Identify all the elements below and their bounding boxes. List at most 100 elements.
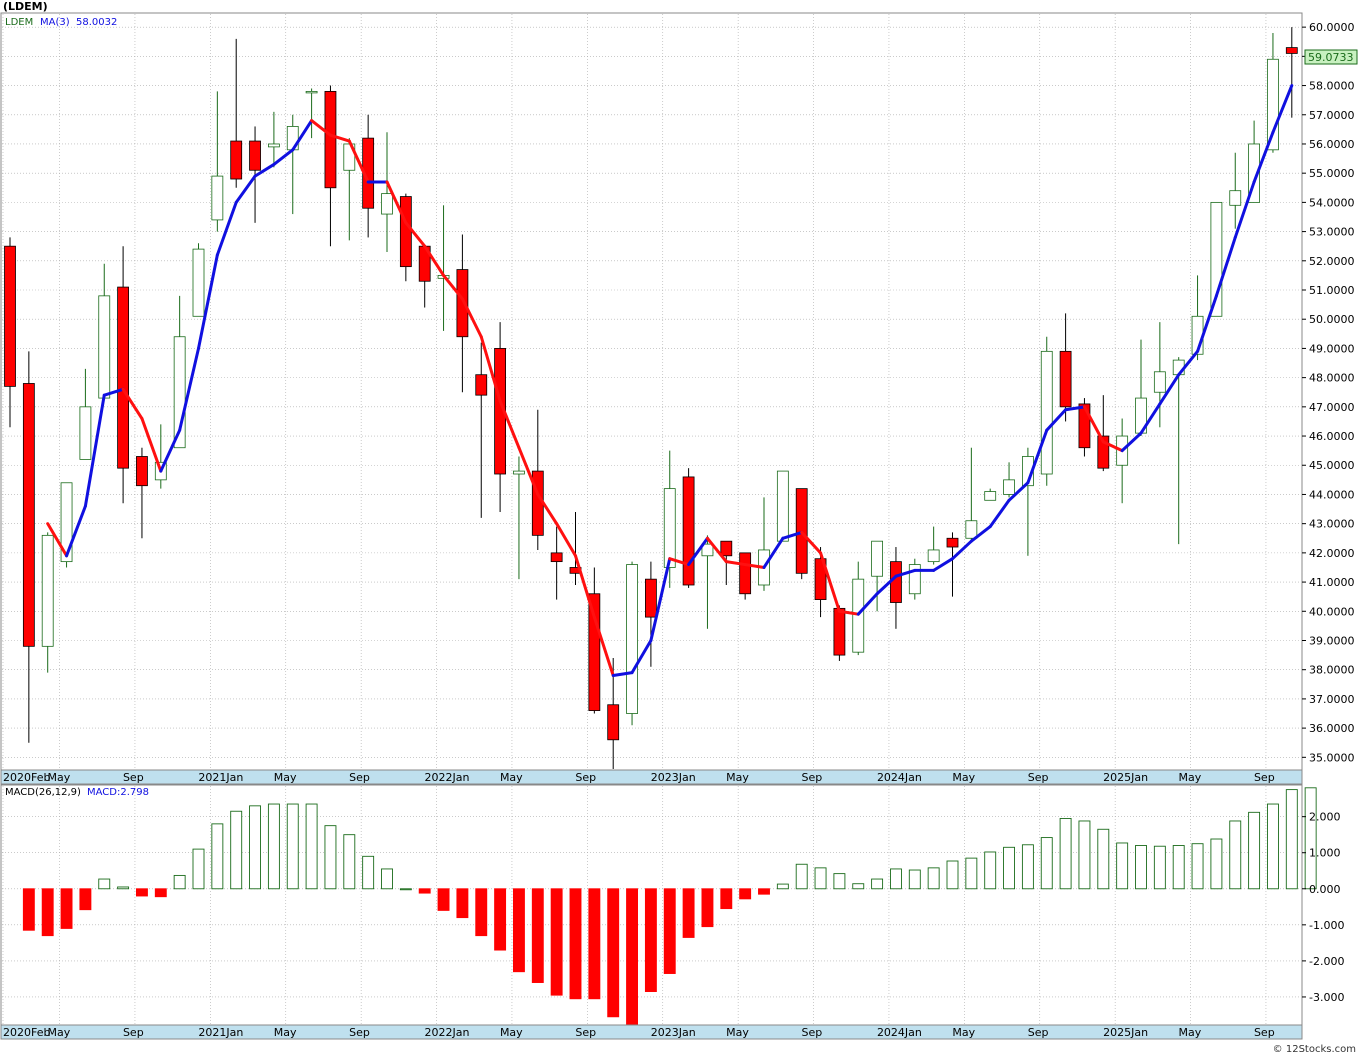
- macd-bar: [249, 805, 262, 890]
- macd-bar: [192, 848, 205, 890]
- watermark: © 12Stocks.com: [1272, 1044, 1356, 1055]
- price-y-tick-label: 57.0000: [1309, 109, 1355, 122]
- macd-bar: [1285, 789, 1298, 890]
- macd-legend-label: MACD(26,12,9): [5, 787, 81, 798]
- ma3-segment: [272, 148, 295, 166]
- macd-x-axis-band: [0, 1024, 1303, 1040]
- price-panel-frame: [0, 12, 1303, 771]
- candle: [1229, 152, 1242, 229]
- candle-body: [1097, 435, 1110, 469]
- price-y-tick-label: 39.0000: [1309, 634, 1355, 647]
- macd-bar: [1021, 844, 1034, 890]
- macd-bar: [60, 888, 73, 929]
- price-y-tick-label: 53.0000: [1309, 226, 1355, 239]
- candle-body: [682, 476, 695, 586]
- price-x-tick-label: 2025Jan: [1103, 771, 1148, 784]
- candle: [267, 111, 280, 168]
- macd-bar: [984, 851, 997, 890]
- candle-body: [908, 564, 921, 595]
- price-y-tick-label: 38.0000: [1309, 664, 1355, 677]
- ma3-segment: [347, 139, 370, 184]
- ma3-segment: [1007, 481, 1030, 502]
- price-y-tick-label: 58.0000: [1309, 80, 1355, 93]
- candle-body: [739, 552, 752, 595]
- price-y-tick-label: 42.0000: [1309, 547, 1355, 560]
- ma3-segment: [404, 221, 427, 248]
- candle-body: [173, 336, 186, 449]
- candle-body: [381, 193, 393, 215]
- price-x-tick-label: May: [500, 771, 523, 784]
- macd-x-tick-label: Sep: [1028, 1026, 1049, 1039]
- macd-bar: [117, 886, 130, 890]
- candle: [814, 547, 827, 618]
- candle-body: [1285, 47, 1298, 54]
- macd-bar: [1040, 837, 1053, 890]
- price-x-tick-label: 2020Feb: [3, 771, 50, 784]
- price-x-tick-label: May: [48, 771, 71, 784]
- candle-body: [626, 564, 638, 714]
- price-y-axis: 35.0000 36.0000 37.0000 38.0000 39.0000 40.00…: [1302, 21, 1355, 764]
- candle: [381, 132, 393, 253]
- candle-body: [1059, 350, 1072, 408]
- candle-body: [192, 248, 205, 317]
- macd-x-tick-label: May: [726, 1026, 749, 1039]
- symbol-label: (LDEM): [3, 0, 48, 13]
- candle: [456, 234, 469, 393]
- macd-bar: [607, 888, 620, 1018]
- candle-body: [776, 470, 789, 542]
- macd-x-tick-label: May: [48, 1026, 71, 1039]
- price-x-tick-label: Sep: [1254, 771, 1275, 784]
- ma3-segment: [932, 557, 954, 572]
- macd-panel: 2.000 1.000 0.000 -1.000 -2.000 -3.000 MACD(2…: [0, 784, 1344, 1040]
- candle: [230, 38, 243, 188]
- price-y-tick-label: 56.0000: [1309, 138, 1355, 151]
- macd-bar: [1172, 845, 1185, 890]
- price-y-tick-label: 50.0000: [1309, 313, 1355, 326]
- macd-x-tick-label: Sep: [123, 1026, 144, 1039]
- candle: [117, 246, 129, 504]
- macd-legend-value: MACD:2.798: [87, 787, 149, 798]
- macd-bar: [758, 888, 770, 895]
- macd-x-tick-label: Sep: [1254, 1026, 1275, 1039]
- ma3-segment: [687, 536, 709, 567]
- macd-bar: [475, 888, 488, 937]
- candle-body: [1229, 190, 1242, 206]
- candle: [626, 561, 638, 726]
- candle: [192, 243, 205, 317]
- macd-bar: [626, 888, 638, 1027]
- macd-x-tick-label: Sep: [575, 1026, 596, 1039]
- ma3-segment: [1214, 235, 1237, 298]
- candle: [513, 456, 525, 580]
- macd-bar: [1078, 820, 1091, 890]
- candle-body: [588, 593, 601, 711]
- candle: [305, 88, 318, 139]
- candle: [1285, 27, 1298, 118]
- macd-bar: [1059, 818, 1072, 890]
- ma3-segment: [894, 568, 917, 578]
- price-y-tick-label: 51.0000: [1309, 284, 1355, 297]
- ma3-segment: [1196, 294, 1218, 353]
- price-x-tick-label: Sep: [349, 771, 370, 784]
- candle-body: [871, 540, 883, 577]
- price-y-tick-label: 54.0000: [1309, 196, 1355, 209]
- macd-bar: [531, 888, 544, 983]
- ma3-segment: [819, 551, 841, 613]
- candle: [1040, 336, 1053, 486]
- ma3-segment: [668, 557, 691, 567]
- macd-x-tick-label: Sep: [802, 1026, 823, 1039]
- macd-bar: [965, 857, 978, 890]
- macd-bar: [418, 888, 431, 894]
- price-y-tick-label: 41.0000: [1309, 576, 1355, 589]
- candle-body: [136, 456, 148, 487]
- price-x-tick-label: May: [726, 771, 749, 784]
- price-y-tick-label: 37.0000: [1309, 693, 1355, 706]
- candle: [1003, 462, 1015, 498]
- candle-body: [1267, 58, 1279, 151]
- macd-bar: [569, 888, 582, 1000]
- macd-bar: [720, 888, 733, 910]
- candle: [79, 368, 92, 460]
- macd-bar: [833, 873, 846, 890]
- ma3-segment: [159, 428, 182, 473]
